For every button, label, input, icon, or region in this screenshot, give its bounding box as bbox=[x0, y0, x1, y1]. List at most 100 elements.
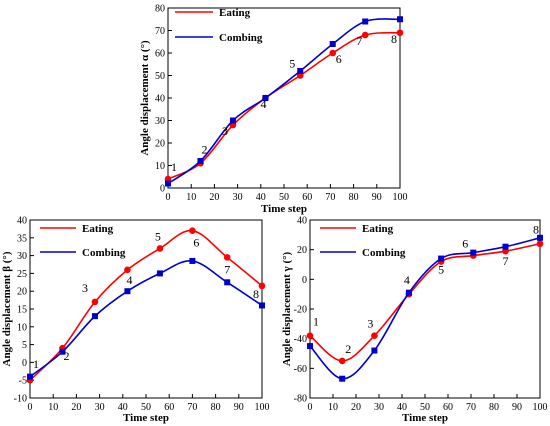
y-axis-title: Angle displacement α (°) bbox=[139, 40, 151, 156]
combing-point bbox=[165, 180, 171, 187]
y-tick-label: 20 bbox=[17, 287, 27, 298]
y-tick-label: 35 bbox=[17, 233, 27, 244]
x-tick-label: 100 bbox=[255, 402, 270, 413]
point-number-label: 4 bbox=[126, 273, 132, 287]
eating-point bbox=[329, 49, 337, 57]
eating-line bbox=[29, 229, 263, 381]
eating-point bbox=[91, 298, 99, 306]
combing-point bbox=[197, 158, 204, 164]
point-number-label: 8 bbox=[533, 223, 539, 237]
legend-label-eating: Eating bbox=[362, 223, 394, 235]
eating-point bbox=[361, 31, 369, 39]
eating-point bbox=[124, 266, 131, 274]
x-tick-label: 100 bbox=[393, 192, 408, 203]
eating-point bbox=[338, 357, 346, 365]
y-tick-label: 30 bbox=[17, 251, 27, 262]
point-number-label: 1 bbox=[171, 160, 177, 174]
x-tick-label: 10 bbox=[328, 402, 338, 413]
point-number-label: 2 bbox=[345, 342, 351, 356]
x-tick-label: 50 bbox=[420, 402, 430, 413]
combing-point bbox=[537, 234, 543, 241]
point-number-label: 5 bbox=[155, 229, 161, 243]
eating-point bbox=[189, 227, 196, 234]
y-tick-label: -5 bbox=[19, 376, 27, 387]
chart-panel-1: 0 10 20 30 40 50 60 70 80 90 100 0 10 20 30 40 50 60 70 80 T… bbox=[139, 4, 408, 216]
combing-point bbox=[259, 302, 265, 309]
combing-point bbox=[470, 249, 477, 256]
plot-frame bbox=[29, 219, 263, 399]
x-tick-label: 60 bbox=[302, 192, 312, 203]
point-number-label: 7 bbox=[356, 34, 362, 48]
combing-point bbox=[329, 41, 336, 47]
x-tick-label: 80 bbox=[489, 402, 499, 413]
legend-label-eating: Eating bbox=[219, 7, 251, 19]
y-tick-label: 50 bbox=[155, 71, 165, 82]
x-tick-label: 10 bbox=[186, 192, 196, 203]
x-tick-label: 10 bbox=[48, 402, 58, 413]
x-tick-label: 60 bbox=[443, 402, 453, 413]
combing-line bbox=[309, 237, 541, 380]
combing-point bbox=[224, 279, 231, 286]
y-tick-label: -20 bbox=[294, 305, 307, 316]
x-tick-label: 80 bbox=[349, 192, 359, 203]
point-number-label: 3 bbox=[222, 124, 228, 138]
eating-point bbox=[536, 240, 544, 248]
y-tick-label: -80 bbox=[294, 394, 307, 405]
legend-label-eating: Eating bbox=[82, 223, 114, 235]
point-number-label: 5 bbox=[289, 57, 295, 71]
x-tick-label: 20 bbox=[71, 402, 81, 413]
point-number-label: 3 bbox=[82, 281, 88, 295]
x-axis-title: Time step bbox=[123, 412, 169, 424]
y-tick-label: 5 bbox=[22, 340, 27, 351]
x-tick-label: 90 bbox=[234, 402, 244, 413]
combing-point bbox=[91, 313, 98, 320]
x-tick-label: 80 bbox=[211, 402, 221, 413]
y-tick-label: -60 bbox=[294, 364, 307, 375]
y-tick-label: -10 bbox=[14, 394, 27, 405]
chart-panel-2: 0 10 20 30 40 50 60 70 80 90 100-10-50510152025303… bbox=[1, 216, 270, 425]
x-tick-label: 0 bbox=[28, 402, 33, 413]
x-tick-label: 70 bbox=[187, 402, 197, 413]
x-tick-label: 50 bbox=[279, 192, 289, 203]
combing-point bbox=[339, 375, 346, 382]
point-number-label: 8 bbox=[391, 32, 397, 46]
y-tick-label: 70 bbox=[155, 26, 165, 37]
x-tick-label: 70 bbox=[466, 402, 476, 413]
y-tick-label: 30 bbox=[155, 116, 165, 127]
x-tick-label: 20 bbox=[209, 192, 219, 203]
x-tick-label: 90 bbox=[372, 192, 382, 203]
y-axis-title: Angle displacement γ (°) bbox=[281, 251, 293, 366]
combing-point bbox=[502, 243, 509, 250]
y-tick-label: 40 bbox=[17, 216, 27, 227]
y-tick-label: 10 bbox=[17, 322, 27, 333]
y-tick-label: 60 bbox=[155, 49, 165, 60]
combing-point bbox=[124, 288, 131, 295]
combing-point bbox=[27, 373, 33, 380]
y-tick-label: 0 bbox=[302, 275, 307, 286]
y-axis-title: Angle displacement β (°) bbox=[1, 251, 13, 366]
point-number-label: 2 bbox=[63, 349, 69, 363]
point-number-label: 5 bbox=[438, 263, 444, 277]
combing-point bbox=[405, 289, 412, 296]
x-tick-label: 30 bbox=[374, 402, 384, 413]
combing-point bbox=[189, 257, 196, 264]
legend-label-combing: Combing bbox=[362, 247, 406, 259]
point-number-label: 3 bbox=[367, 317, 373, 331]
eating-point bbox=[306, 332, 314, 340]
eating-point bbox=[156, 245, 164, 252]
point-number-label: 4 bbox=[404, 273, 410, 287]
y-tick-label: 40 bbox=[297, 216, 307, 227]
y-tick-label: 40 bbox=[155, 94, 165, 105]
point-number-label: 2 bbox=[201, 142, 207, 156]
eating-line bbox=[167, 31, 401, 180]
combing-point bbox=[297, 68, 304, 74]
x-tick-label: 30 bbox=[95, 402, 105, 413]
legend-label-combing: Combing bbox=[219, 32, 263, 44]
x-tick-label: 70 bbox=[325, 192, 335, 203]
combing-point bbox=[307, 343, 313, 350]
y-tick-label: 20 bbox=[155, 139, 165, 150]
eating-point bbox=[258, 282, 266, 290]
combing-point bbox=[362, 18, 369, 25]
point-number-label: 4 bbox=[260, 97, 266, 111]
